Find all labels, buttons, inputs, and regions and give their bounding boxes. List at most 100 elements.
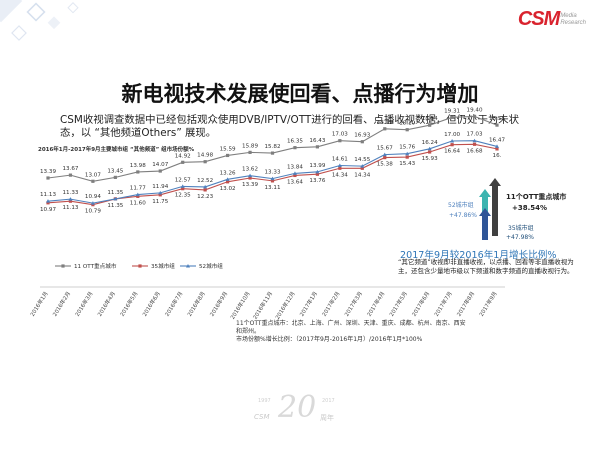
- x-tick-label: 2016年5月: [118, 290, 140, 318]
- data-label: 12.57: [175, 177, 191, 183]
- data-label: 13.07: [85, 172, 101, 178]
- data-point: [405, 151, 410, 156]
- data-point: [293, 173, 297, 178]
- data-label: 15.67: [377, 146, 393, 152]
- x-tick-label: 2016年8月: [185, 290, 207, 318]
- data-label: 16.64: [444, 149, 460, 155]
- data-label: 10.97: [40, 207, 56, 213]
- legend-marker: [186, 264, 190, 268]
- data-point: [428, 150, 432, 154]
- data-point: [113, 175, 117, 179]
- data-point: [315, 145, 319, 149]
- data-label: 11.13: [40, 192, 56, 198]
- ott-annotation-growth: +38.54%: [512, 204, 547, 212]
- data-point: [136, 194, 140, 198]
- x-tick-label: 2016年11月: [251, 290, 274, 321]
- data-point: [472, 114, 477, 118]
- data-point: [270, 151, 275, 155]
- x-tick-label: 2016年10月: [228, 290, 251, 321]
- data-point: [158, 193, 162, 197]
- data-label: 15.76: [399, 145, 415, 151]
- data-point: [248, 173, 253, 178]
- footer-csm: CSM: [254, 413, 270, 421]
- x-tick-label: 2017年4月: [365, 290, 387, 318]
- data-label: 13.39: [242, 182, 258, 188]
- data-label: 14.98: [197, 153, 213, 159]
- legend-label-1: 35城市组: [151, 262, 175, 270]
- data-label: 13.67: [62, 166, 78, 172]
- data-point: [46, 201, 50, 205]
- data-label: 16.: [493, 153, 502, 159]
- logo-sub-research: Research: [560, 20, 586, 26]
- data-point: [360, 164, 365, 168]
- data-point: [428, 123, 432, 127]
- data-point: [338, 166, 342, 170]
- note-other-channel: “其它频道”收视即非直播收视，以点播、回看等非直播收视为主，还包含少量地市级以下…: [398, 258, 574, 275]
- data-label: 13.02: [220, 186, 236, 192]
- data-label: 13.11: [264, 185, 280, 191]
- note-footnote: 11个OTT重点城市：北京、上海、广州、深圳、天津、重庆、成都、杭州、南京、西安…: [236, 320, 466, 344]
- x-tick-label: 2016年4月: [95, 290, 117, 318]
- x-tick-label: 2016年7月: [163, 290, 185, 318]
- description-text: CSM收视调查数据中已经包括观众使用DVB/IPTV/OTT进行的回看、点播收视…: [60, 114, 520, 139]
- x-tick-label: 2016年12月: [273, 290, 296, 321]
- data-label: 16.24: [422, 140, 438, 146]
- data-label: 16.43: [309, 138, 325, 144]
- data-label: 15.89: [242, 143, 258, 149]
- legend-label-2: 52城市组: [199, 262, 223, 270]
- data-label: 12.23: [197, 194, 213, 200]
- data-point: [248, 176, 252, 180]
- city35-growth: +47.98%: [506, 234, 534, 241]
- data-point: [293, 146, 297, 150]
- footer-year-end: 2017: [322, 398, 335, 404]
- data-point: [405, 128, 409, 132]
- data-label: 18.55: [489, 116, 505, 122]
- data-label: 14.61: [332, 156, 348, 162]
- data-point: [472, 142, 477, 146]
- data-point: [91, 203, 95, 207]
- anniversary-number: 20: [278, 390, 317, 425]
- data-point: [450, 115, 454, 119]
- data-point: [315, 169, 320, 174]
- city52-growth: +47.86%: [449, 212, 477, 219]
- data-point: [450, 139, 455, 143]
- data-point: [203, 160, 207, 164]
- data-point: [495, 144, 499, 148]
- legend-marker: [61, 264, 65, 268]
- data-point: [270, 179, 275, 183]
- note-formula: 市场份额%增长比例：（2017年9月-2016年1月）/2016年1月*100%: [236, 336, 423, 343]
- data-label: 17.03: [467, 132, 483, 138]
- data-label: 14.34: [354, 172, 370, 178]
- data-label: 13.26: [220, 170, 236, 176]
- data-label: 15.93: [422, 156, 438, 162]
- data-label: 16.35: [287, 139, 303, 145]
- data-label: 12.52: [197, 178, 213, 184]
- data-point: [383, 156, 387, 160]
- x-tick-label: 2017年6月: [410, 290, 432, 318]
- data-point: [158, 169, 162, 173]
- chart-caption: 2016年1月-2017年9月主要城市组 “其他频道” 组市场份额%: [38, 147, 195, 153]
- data-label: 16.47: [489, 137, 505, 143]
- data-point: [360, 140, 364, 144]
- data-point: [181, 160, 185, 164]
- data-point: [225, 177, 230, 181]
- ott-growth-arrow: [489, 178, 501, 236]
- data-point: [292, 171, 297, 175]
- city52-label: 52城市组: [448, 201, 474, 209]
- data-point: [203, 188, 207, 192]
- data-label: 16.93: [354, 133, 370, 139]
- data-point: [495, 147, 499, 151]
- footer-years-text: 周年: [320, 414, 334, 422]
- page-title: 新电视技术发展使回看、点播行为增加: [121, 82, 479, 106]
- data-point: [158, 190, 163, 195]
- data-label: 11.35: [107, 190, 123, 196]
- data-label: 14.55: [354, 157, 370, 163]
- data-label: 13.62: [242, 167, 258, 173]
- data-label: 14.92: [175, 153, 191, 159]
- data-label: 17.03: [332, 132, 348, 138]
- data-label: 13.99: [309, 163, 325, 169]
- legend-marker: [138, 264, 142, 268]
- data-label: 11.13: [62, 205, 78, 211]
- x-tick-label: 2017年3月: [342, 290, 364, 318]
